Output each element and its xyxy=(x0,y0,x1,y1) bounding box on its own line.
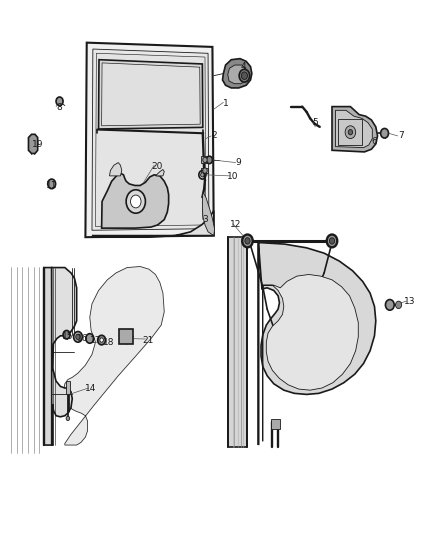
Circle shape xyxy=(131,195,141,208)
Bar xyxy=(338,119,362,145)
Text: 11: 11 xyxy=(46,181,57,190)
Polygon shape xyxy=(332,107,378,152)
Text: 14: 14 xyxy=(85,384,97,392)
Circle shape xyxy=(206,156,212,164)
Circle shape xyxy=(396,301,402,309)
Bar xyxy=(201,168,208,173)
Circle shape xyxy=(98,335,106,345)
Text: 19: 19 xyxy=(32,141,43,149)
Polygon shape xyxy=(85,43,214,237)
Text: 17: 17 xyxy=(90,336,101,344)
Circle shape xyxy=(203,157,207,163)
Text: 1: 1 xyxy=(223,100,229,108)
Text: 4: 4 xyxy=(240,62,246,71)
Text: 6: 6 xyxy=(371,137,378,146)
Circle shape xyxy=(86,334,94,343)
Polygon shape xyxy=(102,173,169,228)
Polygon shape xyxy=(110,163,122,176)
Text: 3: 3 xyxy=(202,215,208,224)
Circle shape xyxy=(126,190,145,213)
Circle shape xyxy=(56,97,63,106)
Polygon shape xyxy=(258,243,376,445)
Polygon shape xyxy=(223,59,252,88)
Circle shape xyxy=(381,128,389,138)
Circle shape xyxy=(242,235,253,247)
Circle shape xyxy=(63,330,70,339)
Polygon shape xyxy=(99,60,203,129)
Circle shape xyxy=(48,179,56,189)
Circle shape xyxy=(329,238,335,244)
Text: 13: 13 xyxy=(404,297,415,305)
Bar xyxy=(66,381,70,394)
Text: 18: 18 xyxy=(103,338,114,346)
Polygon shape xyxy=(92,211,214,237)
Bar xyxy=(201,156,208,163)
Text: 2: 2 xyxy=(211,132,216,140)
Polygon shape xyxy=(336,110,372,148)
Text: 7: 7 xyxy=(398,132,404,140)
Text: 20: 20 xyxy=(151,162,162,171)
Polygon shape xyxy=(102,63,200,126)
Polygon shape xyxy=(28,134,38,154)
Polygon shape xyxy=(52,268,77,445)
Polygon shape xyxy=(44,268,53,445)
Polygon shape xyxy=(155,169,164,176)
Text: 10: 10 xyxy=(227,173,239,181)
Circle shape xyxy=(345,126,356,139)
Circle shape xyxy=(327,235,337,247)
Text: 12: 12 xyxy=(230,221,241,229)
Circle shape xyxy=(239,69,250,82)
Polygon shape xyxy=(202,192,215,236)
Circle shape xyxy=(245,238,250,244)
Polygon shape xyxy=(64,266,164,445)
Text: 5: 5 xyxy=(312,118,318,127)
Circle shape xyxy=(76,334,80,340)
Bar xyxy=(119,329,133,344)
Circle shape xyxy=(203,168,207,173)
Circle shape xyxy=(201,173,204,177)
Text: 8: 8 xyxy=(56,103,62,112)
Polygon shape xyxy=(228,237,247,447)
Circle shape xyxy=(66,416,70,421)
Polygon shape xyxy=(228,65,247,84)
Text: 21: 21 xyxy=(142,336,154,344)
Bar xyxy=(271,419,280,429)
Circle shape xyxy=(74,332,82,342)
Circle shape xyxy=(348,130,353,135)
Polygon shape xyxy=(263,274,358,441)
Polygon shape xyxy=(92,49,209,230)
Circle shape xyxy=(385,300,394,310)
Polygon shape xyxy=(95,53,206,227)
Text: 15: 15 xyxy=(62,333,74,341)
Text: 9: 9 xyxy=(236,158,242,167)
Text: 16: 16 xyxy=(77,334,88,343)
Circle shape xyxy=(241,72,247,79)
Circle shape xyxy=(100,338,103,342)
